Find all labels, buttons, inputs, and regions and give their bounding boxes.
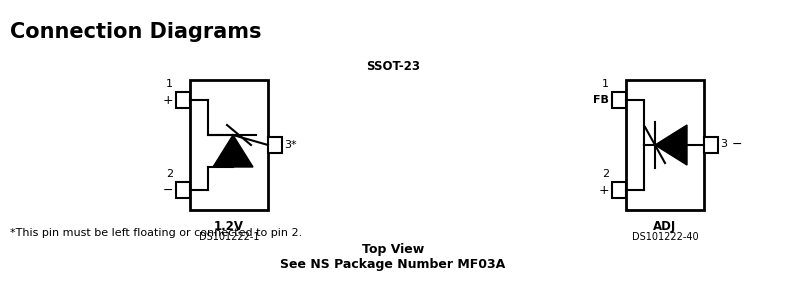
Text: Connection Diagrams: Connection Diagrams bbox=[10, 22, 262, 42]
Text: ADJ: ADJ bbox=[653, 220, 677, 233]
Polygon shape bbox=[213, 135, 253, 167]
Text: SSOT-23: SSOT-23 bbox=[366, 60, 420, 73]
Bar bbox=[612, 92, 626, 108]
Text: DS101222-40: DS101222-40 bbox=[632, 232, 698, 242]
Bar bbox=[612, 182, 626, 198]
Bar bbox=[268, 137, 282, 153]
Text: 3: 3 bbox=[720, 139, 727, 149]
Bar bbox=[704, 137, 718, 153]
Text: +: + bbox=[598, 183, 609, 196]
Text: 3*: 3* bbox=[284, 140, 296, 150]
Text: 1: 1 bbox=[602, 79, 609, 89]
Polygon shape bbox=[655, 125, 687, 165]
Text: +: + bbox=[163, 94, 173, 106]
Bar bbox=[626, 80, 704, 210]
Text: *This pin must be left floating or connected to pin 2.: *This pin must be left floating or conne… bbox=[10, 228, 303, 238]
Text: Top View: Top View bbox=[362, 243, 424, 256]
Text: FB: FB bbox=[593, 95, 609, 105]
Bar bbox=[190, 80, 268, 210]
Text: 1.2V: 1.2V bbox=[214, 220, 244, 233]
Text: −: − bbox=[163, 183, 173, 196]
Text: DS101222-1: DS101222-1 bbox=[199, 232, 259, 242]
Text: 1: 1 bbox=[166, 79, 173, 89]
Bar bbox=[176, 182, 190, 198]
Bar bbox=[176, 92, 190, 108]
Text: −: − bbox=[732, 137, 743, 150]
Text: 2: 2 bbox=[166, 169, 173, 179]
Text: 2: 2 bbox=[602, 169, 609, 179]
Text: See NS Package Number MF03A: See NS Package Number MF03A bbox=[281, 258, 505, 271]
